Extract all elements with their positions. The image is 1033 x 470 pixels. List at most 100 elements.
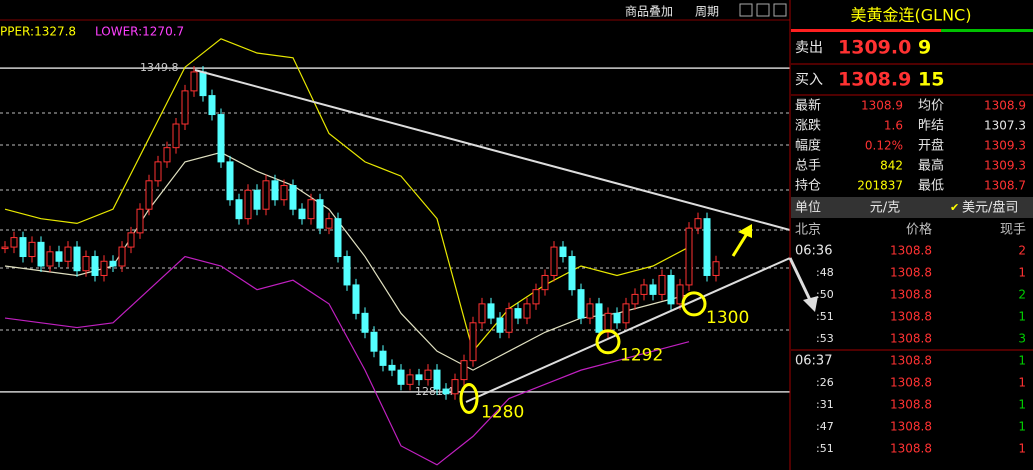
arrow-head: [738, 224, 752, 238]
unit-alt[interactable]: 美元/盘司: [962, 200, 1018, 216]
stat-label: 最低: [918, 179, 944, 194]
candle: [604, 312, 612, 333]
level-label: 1281.4: [415, 385, 454, 398]
candle: [82, 256, 90, 272]
arrow: [731, 231, 750, 257]
candle: [271, 180, 279, 201]
period-button[interactable]: 周期: [695, 5, 719, 19]
trade-volume: 1: [1018, 398, 1026, 412]
candle: [154, 161, 162, 182]
trade-time: :51: [816, 442, 834, 455]
upper-band: [4, 38, 690, 353]
candle: [622, 303, 630, 324]
candle: [307, 199, 315, 220]
stat-label: 总手: [795, 159, 821, 174]
candle: [487, 303, 495, 319]
trade-time: :31: [816, 398, 834, 411]
candle: [478, 303, 486, 324]
stat-value: 1309.3: [984, 139, 1026, 153]
candle: [181, 90, 189, 125]
stat-label: 持仓: [795, 179, 821, 194]
candle: [568, 256, 576, 291]
candle: [415, 374, 423, 381]
candle: [1, 246, 9, 250]
annotation-label: 1280: [481, 403, 524, 423]
candle: [235, 199, 243, 220]
annotation-label: 1292: [620, 346, 663, 366]
candle: [127, 232, 135, 248]
candle: [334, 218, 342, 258]
candle: [694, 218, 702, 229]
candle: [658, 274, 666, 295]
trade-price: 1308.8: [890, 442, 932, 456]
trade-volume: 1: [1018, 310, 1026, 324]
overlay-button[interactable]: 商品叠加: [625, 4, 673, 19]
candle: [289, 185, 297, 210]
level-label: 1349.8: [140, 61, 179, 74]
trade-price: 1308.8: [890, 354, 932, 368]
candle: [253, 189, 261, 210]
candle: [667, 274, 675, 305]
icon-button[interactable]: [756, 3, 770, 17]
trade-volume: 1: [1018, 354, 1026, 368]
stat-value: 1.6: [884, 119, 903, 133]
icon-button[interactable]: [739, 3, 753, 17]
candle: [649, 284, 657, 295]
candle: [64, 246, 72, 262]
lower-label: LOWER:1270.7: [95, 25, 184, 39]
trade-price: 1308.8: [890, 420, 932, 434]
candle: [370, 331, 378, 352]
stat-label: 最高: [918, 158, 944, 174]
sell-price: 1309.0: [838, 37, 911, 59]
quote-panel: [790, 0, 1033, 470]
candle: [676, 284, 684, 305]
sell-label: 卖出: [795, 40, 823, 56]
trade-time: :48: [816, 266, 834, 279]
trade-price: 1308.8: [890, 244, 932, 258]
candle: [37, 241, 45, 267]
plot: 1349.8 1281.4 1280 1292 1300: [0, 38, 790, 466]
candle: [19, 237, 27, 258]
stat-value: 0.12%: [865, 139, 903, 153]
unit-bar: [791, 197, 1033, 218]
stat-value: 1307.3: [984, 119, 1026, 133]
stat-label: 幅度: [795, 138, 821, 154]
candle: [406, 374, 414, 385]
unit-value: 元/克: [870, 201, 900, 216]
candle: [451, 379, 459, 395]
stat-value: 842: [880, 159, 903, 173]
trade-time: :53: [816, 332, 834, 345]
candle: [703, 218, 711, 276]
trade-volume: 3: [1018, 332, 1026, 346]
candle: [325, 218, 333, 229]
trade-time: :26: [816, 376, 834, 389]
candle: [109, 260, 117, 267]
toolbar: [0, 0, 790, 20]
trade-price: 1308.8: [890, 398, 932, 412]
trade-price: 1308.8: [890, 332, 932, 346]
candle: [460, 360, 468, 381]
candle: [577, 289, 585, 319]
candle: [343, 256, 351, 286]
candle: [685, 227, 693, 286]
col-volume: 现手: [1000, 223, 1026, 238]
candle: [100, 260, 108, 276]
unit-check[interactable]: ✔: [950, 201, 959, 214]
icon-button[interactable]: [773, 3, 787, 17]
candle: [244, 189, 252, 220]
trade-volume: 1: [1018, 420, 1026, 434]
trade-price: 1308.8: [890, 310, 932, 324]
trade-time: 06:36: [795, 244, 832, 259]
candle: [217, 114, 225, 163]
trade-time: 06:37: [795, 354, 832, 369]
candle: [73, 246, 81, 272]
annotation-label: 1300: [706, 308, 749, 328]
candle: [316, 199, 324, 229]
trade-price: 1308.8: [890, 376, 932, 390]
buy-price: 1308.9: [838, 69, 911, 91]
annotation-circle: [459, 383, 479, 415]
candle: [496, 317, 504, 333]
candle: [190, 71, 198, 92]
trade-price: 1308.8: [890, 266, 932, 280]
